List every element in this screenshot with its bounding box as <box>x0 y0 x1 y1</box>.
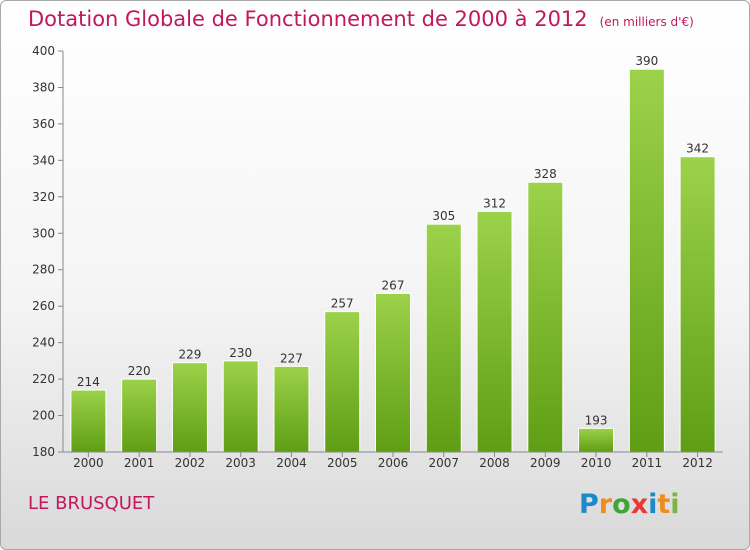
y-tick-label: 340 <box>32 153 55 167</box>
commune-name: LE BRUSQUET <box>28 493 155 514</box>
bar-value-label: 342 <box>686 142 709 156</box>
chart-title: Dotation Globale de Fonctionnement de 20… <box>28 7 694 31</box>
logo-letter: o <box>612 489 631 520</box>
bar-2003 <box>222 360 259 453</box>
logo-letter: x <box>630 489 649 520</box>
x-tick-label: 2004 <box>276 456 307 470</box>
logo-letter: P <box>579 489 599 520</box>
bar-value-label: 214 <box>77 375 100 389</box>
bar-value-label: 267 <box>382 278 405 292</box>
bar-2008 <box>476 210 513 453</box>
bar-value-label: 328 <box>534 167 557 181</box>
x-tick-label: 2006 <box>378 456 409 470</box>
bar-value-label: 312 <box>483 196 506 210</box>
x-tick-label: 2000 <box>73 456 104 470</box>
bar-value-label: 229 <box>178 348 201 362</box>
y-tick-label: 300 <box>32 226 55 240</box>
y-tick-label: 400 <box>32 44 55 58</box>
x-tick-label: 2011 <box>632 456 663 470</box>
x-tick-label: 2007 <box>428 456 459 470</box>
bar-2005 <box>324 311 361 453</box>
chart-unit: (en milliers d'€) <box>599 15 694 29</box>
logo-letter: r <box>598 489 613 520</box>
y-axis: 180 200 220 240 260 280 300 320 340 360 380 400 <box>32 44 64 459</box>
bar-2002 <box>171 362 208 453</box>
y-tick-label: 180 <box>32 445 55 459</box>
y-tick-label: 220 <box>32 372 55 386</box>
bar-2012 <box>679 156 716 453</box>
bar-value-label: 230 <box>229 346 252 360</box>
y-tick-label: 260 <box>32 299 55 313</box>
y-tick-label: 280 <box>32 263 55 277</box>
bars: 214 220 229 230 227 257 267 305 312 328 193 390 342 <box>70 54 716 453</box>
chart-title-text: Dotation Globale de Fonctionnement de 20… <box>28 7 588 31</box>
bar-value-label: 193 <box>585 413 608 427</box>
y-tick-label: 240 <box>32 336 55 350</box>
x-tick-label: 2001 <box>124 456 155 470</box>
x-axis: 2000 2001 2002 2003 2004 2005 2006 2007 2008 2009… <box>63 451 723 470</box>
bar-value-label: 305 <box>432 209 455 223</box>
bar-2011 <box>628 68 665 453</box>
y-tick-label: 200 <box>32 409 55 423</box>
x-tick-label: 2002 <box>175 456 206 470</box>
logo-letter: t <box>657 489 671 520</box>
proxiti-logo: Proxiti <box>579 489 680 520</box>
y-tick-label: 380 <box>32 80 55 94</box>
bar-2006 <box>375 292 411 453</box>
bar-value-label: 227 <box>280 351 303 365</box>
bar-2001 <box>121 378 158 453</box>
x-tick-label: 2010 <box>581 456 612 470</box>
logo-letter: i <box>670 489 680 520</box>
bar-2007 <box>425 223 462 453</box>
x-tick-label: 2012 <box>682 456 713 470</box>
x-tick-label: 2003 <box>225 456 256 470</box>
bar-2004 <box>273 365 310 453</box>
bar-2000 <box>70 389 107 453</box>
y-tick-label: 320 <box>32 190 55 204</box>
bar-2010 <box>578 427 615 453</box>
x-tick-label: 2009 <box>530 456 561 470</box>
bar-value-label: 220 <box>128 364 151 378</box>
logo-letter: i <box>648 489 658 520</box>
y-tick-label: 360 <box>32 117 55 131</box>
bar-2009 <box>527 181 564 453</box>
x-tick-label: 2005 <box>327 456 358 470</box>
bar-value-label: 257 <box>331 297 354 311</box>
x-tick-label: 2008 <box>479 456 510 470</box>
bar-value-label: 390 <box>635 54 658 68</box>
